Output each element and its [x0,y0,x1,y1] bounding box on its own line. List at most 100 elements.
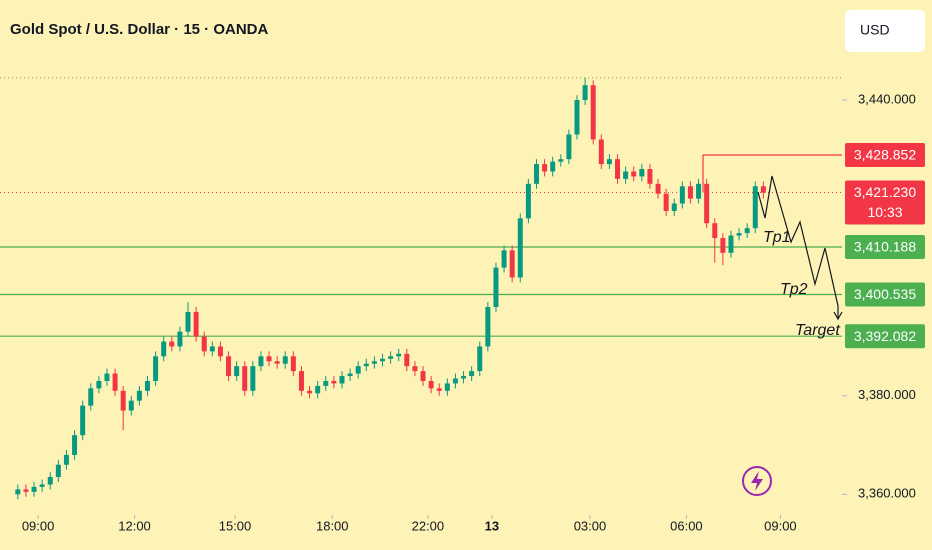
candle-body [128,400,134,411]
candle-body [266,356,272,362]
candle-body [355,366,361,374]
candle-body [720,238,726,253]
candle-body [274,361,280,364]
candle-body [47,477,53,485]
candle-body [558,159,564,162]
candle-body [371,361,377,364]
y-tick-label: 3,380.000 [858,387,916,402]
chart-title: Gold Spot / U.S. Dollar · 15 · OANDA [10,21,269,38]
candle-body [234,366,240,377]
candle-body [96,380,102,389]
candle-body [655,183,661,194]
candle-body [363,363,369,367]
candle-body [671,203,677,211]
plot-area: 3,360.000 3,380.000 3,440.000 09:00 12:00 15:… [0,77,925,533]
projection-arrow [833,311,843,321]
level-tag [845,142,925,167]
candle-body [679,186,685,204]
candle-body [728,235,734,253]
candle-body [631,171,637,177]
candle-body [428,380,434,389]
candle-body [193,311,199,337]
candle-body [485,307,491,347]
candle-body [88,388,94,406]
candle-body [469,371,475,377]
candle-body [639,169,645,177]
candle-body [647,169,653,184]
candle-body [315,385,321,394]
candle-body [63,454,69,465]
projection-path [757,175,839,318]
candle-body [250,366,256,391]
x-tick-label: 06:00 [670,518,703,533]
candle-body [452,378,458,384]
candle-body [201,336,207,352]
candle-body [307,390,313,394]
candle-body [104,373,110,381]
x-tick-label: 22:00 [412,518,445,533]
candle-body [290,356,296,372]
annotation: Tp2 [780,281,808,298]
candle-body [493,267,499,308]
x-tick-label: 03:00 [574,518,607,533]
candle-body [542,164,548,172]
candle-body [760,186,766,193]
currency-button[interactable] [845,10,925,52]
candle-body [712,223,718,239]
candle-body [412,366,418,372]
candle-body [80,405,86,436]
x-tick-label: 15:00 [219,518,252,533]
candle-body [323,380,329,386]
x-tick-label: 13 [485,518,499,533]
candle-body [501,250,507,268]
candle-body [696,183,702,199]
candle-body [404,353,410,367]
candle-body [72,435,78,455]
candle-body [752,186,758,229]
countdown-label: 10:33 [867,204,902,220]
x-tick-label: 18:00 [316,518,349,533]
alert-icon[interactable] [742,466,772,496]
candle-body [736,233,742,236]
candle-body [550,161,556,172]
candle-body [380,358,386,362]
candle-body [623,171,629,179]
candle-body [461,376,467,379]
candle-body [582,85,588,101]
candle-body [39,484,45,487]
candle-body [339,376,345,384]
candle-body [477,346,483,372]
last-price-tag [845,180,925,225]
candle-body [23,489,29,492]
candle-body [31,486,37,492]
candle-body [704,183,710,224]
candle-body [217,346,223,357]
level-tag [845,234,925,259]
level-label: 3,400.535 [854,286,916,302]
candle-body [444,383,450,391]
candle-body [258,356,264,367]
candle-body [161,341,167,357]
annotation: Target [795,322,840,339]
candle-body [420,371,426,381]
candle-body [282,356,288,364]
candle-body [598,139,604,165]
currency-label[interactable]: USD [860,22,890,38]
candle-body [169,341,175,347]
candle-body [566,134,572,160]
candle-body [525,183,531,219]
x-tick-label: 09:00 [22,518,55,533]
level-tag [845,282,925,307]
candle-body [606,159,612,165]
level-label: 3,410.188 [854,239,916,255]
candle-body [226,356,232,377]
candle-body [153,356,159,381]
candle-body [298,371,304,391]
candle-body [120,390,126,411]
candle-body [136,390,142,401]
alert-icon-bolt [751,471,763,491]
last-price-label: 3,421.230 [854,184,916,200]
candle-body [396,353,402,357]
